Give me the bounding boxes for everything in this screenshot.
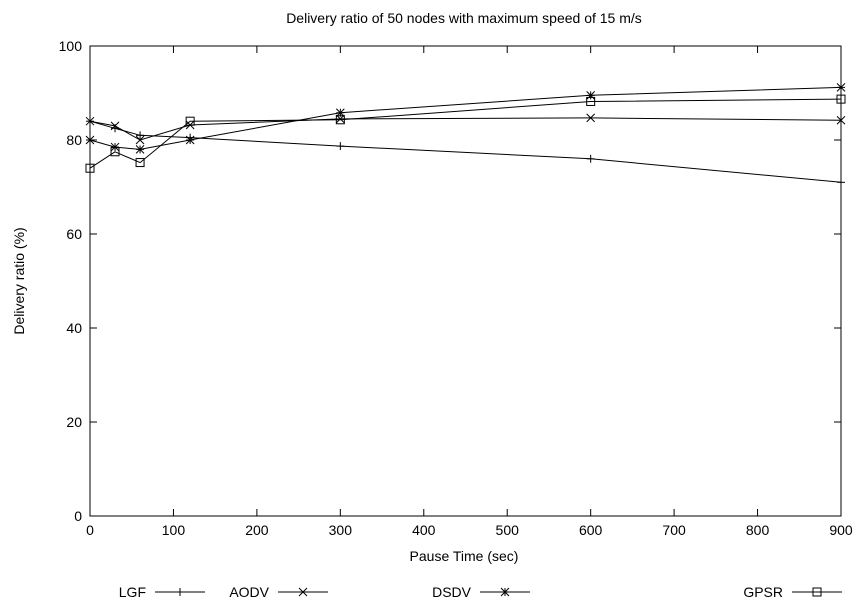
- legend-label-lgf: LGF: [119, 584, 146, 600]
- x-tick-label: 100: [162, 522, 186, 538]
- series-line-gpsr: [89, 98, 842, 169]
- legend-marker-lgf: [176, 588, 184, 596]
- legend-marker-dsdv: [500, 587, 510, 597]
- y-tick-label: 0: [74, 508, 82, 524]
- x-tick-label: 800: [746, 522, 770, 538]
- series-line-lgf: [89, 120, 842, 183]
- data-point-dsdv: [185, 135, 195, 145]
- legend-label-aodv: AODV: [229, 584, 269, 600]
- legend-label-gpsr: GPSR: [743, 584, 783, 600]
- chart-title: Delivery ratio of 50 nodes with maximum …: [286, 10, 642, 26]
- y-tick-label: 20: [66, 414, 82, 430]
- series-lgf: [86, 117, 845, 187]
- legend: LGF AODV DSDV GPSR: [119, 584, 842, 600]
- legend-marker-gpsr: [812, 587, 822, 597]
- x-tick-label: 700: [662, 522, 686, 538]
- legend-marker-aodv: [298, 587, 308, 597]
- x-axis-label: Pause Time (sec): [410, 548, 519, 564]
- data-point-aodv: [836, 115, 846, 125]
- data-point-gpsr: [185, 116, 195, 126]
- x-tick-label: 500: [496, 522, 520, 538]
- data-point-aodv: [135, 135, 145, 145]
- x-axis: 0 100 200 300 400 500 600 700 800 900: [86, 46, 853, 538]
- x-tick-label: 0: [86, 522, 94, 538]
- plot-area-frame: [89, 45, 842, 517]
- data-point-dsdv: [135, 145, 145, 154]
- series-dsdv: [85, 83, 846, 154]
- series-layer: [85, 83, 846, 187]
- data-point-gpsr: [110, 147, 120, 157]
- y-axis-label: Delivery ratio (%): [11, 227, 27, 334]
- series-gpsr: [85, 94, 846, 173]
- x-tick-label: 400: [412, 522, 436, 538]
- series-aodv: [85, 113, 846, 145]
- data-point-dsdv: [110, 142, 120, 152]
- y-tick-label: 80: [66, 132, 82, 148]
- data-point-dsdv: [85, 135, 95, 145]
- data-point-dsdv: [586, 90, 596, 100]
- data-point-gpsr: [335, 115, 345, 125]
- y-tick-label: 100: [59, 38, 83, 54]
- data-point-dsdv: [836, 83, 846, 92]
- x-tick-label: 300: [329, 522, 353, 538]
- x-tick-label: 900: [829, 522, 853, 538]
- x-tick-label: 600: [579, 522, 603, 538]
- data-point-lgf: [336, 142, 345, 151]
- data-point-lgf: [586, 154, 595, 163]
- data-point-gpsr: [836, 94, 846, 104]
- data-point-aodv: [110, 121, 120, 131]
- data-point-gpsr: [135, 158, 145, 168]
- data-point-aodv: [85, 116, 95, 126]
- y-axis: 0 20 40 60 80 100: [59, 38, 841, 524]
- data-point-aodv: [586, 113, 596, 123]
- legend-item-gpsr: GPSR: [743, 584, 842, 600]
- data-point-gpsr: [85, 163, 95, 173]
- x-tick-label: 200: [245, 522, 269, 538]
- legend-label-dsdv: DSDV: [432, 584, 472, 600]
- y-tick-label: 40: [66, 320, 82, 336]
- data-point-gpsr: [586, 96, 596, 106]
- legend-item-aodv: AODV: [229, 584, 328, 600]
- data-point-lgf: [136, 131, 145, 140]
- legend-item-dsdv: DSDV: [432, 584, 530, 600]
- y-tick-label: 60: [66, 226, 82, 242]
- data-point-lgf: [837, 178, 845, 187]
- legend-item-lgf: LGF: [119, 584, 205, 600]
